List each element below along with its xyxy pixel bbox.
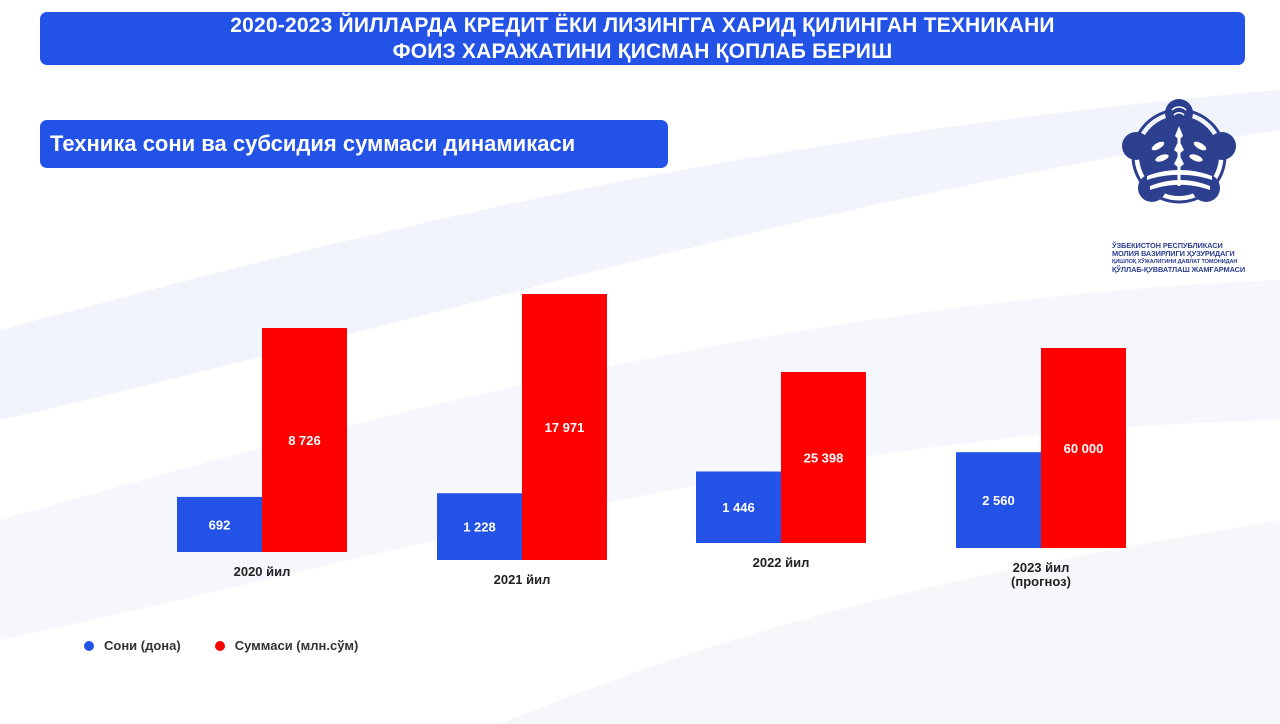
bar-count-0 <box>177 496 262 552</box>
category-label-3-line1: (прогноз) <box>1011 574 1071 589</box>
logo-caption-line3: ҚИШЛОҚ ХЎЖАЛИГИНИ ДАВЛАТ ТОМОНИДАН <box>1112 258 1238 265</box>
chart-legend: Сони (дона) Суммаси (млн.сўм) <box>84 638 392 653</box>
legend-item-count: Сони (дона) <box>84 638 181 653</box>
data-label-count-3: 2 560 <box>982 493 1015 508</box>
category-label-0: 2020 йил <box>234 564 291 579</box>
data-label-count-2: 1 446 <box>722 500 755 515</box>
legend-label-count: Сони (дона) <box>104 638 181 653</box>
fund-logo-icon <box>1122 99 1236 204</box>
legend-swatch-count <box>84 640 94 651</box>
logo-caption-line4: ҚЎЛЛАБ-ҚУВВАТЛАШ ЖАМҒАРМАСИ <box>1112 264 1246 274</box>
bar-count-3 <box>956 452 1041 548</box>
data-label-count-1: 1 228 <box>463 520 496 535</box>
data-label-sum-1: 17 971 <box>545 420 585 435</box>
header-title-line1: 2020-2023 ЙИЛЛАРДА КРЕДИТ ЁКИ ЛИЗИНГГА Х… <box>230 13 1055 37</box>
logo-caption-line2: МОЛИЯ ВАЗИРЛИГИ ҲУЗУРИДАГИ <box>1112 249 1235 259</box>
header-banner: 2020-2023 ЙИЛЛАРДА КРЕДИТ ЁКИ ЛИЗИНГГА Х… <box>40 12 1245 65</box>
bar-sum-2 <box>781 372 866 543</box>
legend-item-sum: Суммаси (млн.сўм) <box>214 638 359 653</box>
bar-sum-0 <box>262 328 347 552</box>
category-label-1: 2021 йил <box>494 572 551 587</box>
bar-sum-1 <box>522 294 607 560</box>
bar-sum-3 <box>1041 348 1126 548</box>
category-label-3: 2023 йил <box>1013 560 1070 575</box>
data-label-sum-3: 60 000 <box>1064 441 1104 456</box>
header-title-line2: ФОИЗ ХАРАЖАТИНИ ҚИСМАН ҚОПЛАБ БЕРИШ <box>392 39 893 63</box>
bar-count-1 <box>437 493 522 560</box>
legend-label-sum: Суммаси (млн.сўм) <box>234 638 359 653</box>
legend-swatch-sum <box>214 640 225 651</box>
logo-caption: ЎЗБЕКИСТОН РЕСПУБЛИКАСИ МОЛИЯ ВАЗИРЛИГИ … <box>1112 241 1246 274</box>
logo-caption-line1: ЎЗБЕКИСТОН РЕСПУБЛИКАСИ <box>1112 241 1223 250</box>
chart-subtitle: Техника сони ва субсидия суммаси динамик… <box>40 120 668 168</box>
data-label-sum-2: 25 398 <box>804 451 844 466</box>
data-label-sum-0: 8 726 <box>288 433 321 448</box>
bar-count-2 <box>696 471 781 543</box>
data-label-count-0: 692 <box>209 517 231 532</box>
category-label-2: 2022 йил <box>753 555 810 570</box>
